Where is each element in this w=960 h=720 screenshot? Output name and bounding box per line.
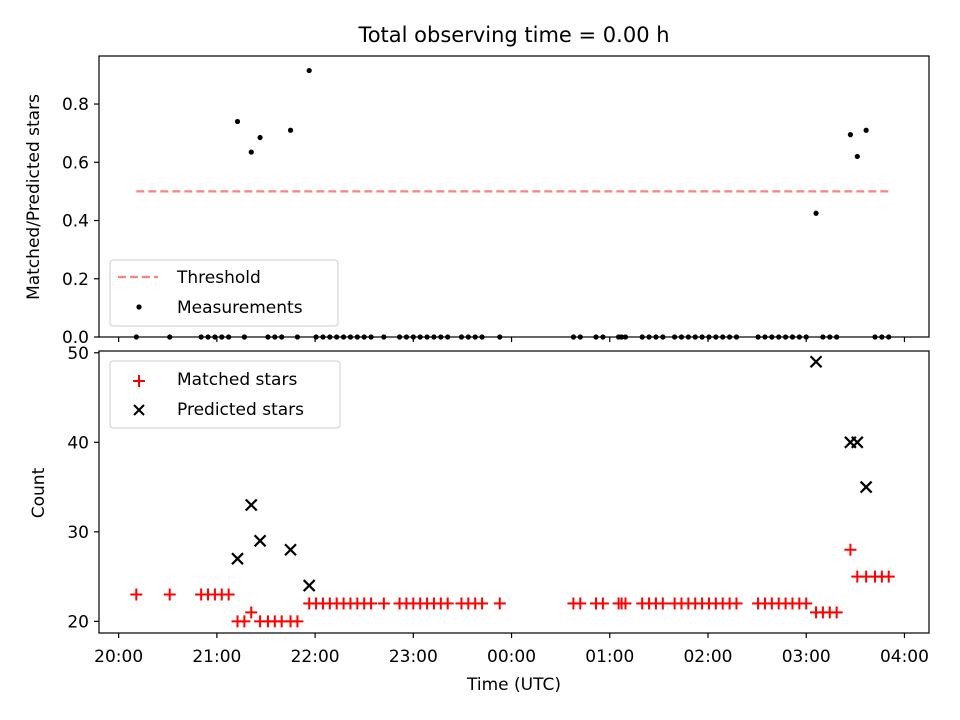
matched-star-point — [830, 606, 843, 619]
time-x-axis: 20:00 21:00 22:00 23:00 00:00 01:00 02:00 03:00… — [94, 633, 929, 667]
measurement-point — [854, 153, 860, 160]
matched-stars-legend-swatch — [133, 375, 145, 387]
measurements-legend-swatch — [136, 304, 142, 310]
measurement-point — [306, 67, 312, 74]
measurement-point — [234, 118, 241, 125]
predicted-star-point — [302, 579, 316, 592]
ratio-panel-frame — [98, 55, 930, 338]
counts-plot-area — [130, 355, 895, 628]
ratio-y-tick-label: 0.4 — [62, 212, 89, 232]
counts-y-axis: 20 30 40 50 — [67, 344, 99, 632]
time-x-axis-label: Time (UTC) — [466, 675, 561, 695]
matched-star-point — [238, 615, 251, 628]
ratio-panel: 0.00.20.40.60.8 Matched/Predicted stars … — [24, 55, 930, 348]
time-x-tick-label: 23:00 — [389, 647, 438, 667]
matched-star-point — [844, 543, 857, 556]
ratio-x-ticks — [118, 337, 906, 342]
time-x-tick-label: 02:00 — [683, 647, 732, 667]
ratio-y-tick-label: 0.8 — [62, 95, 89, 115]
matched-star-point — [222, 588, 235, 601]
matched-star-point — [476, 597, 489, 610]
counts-y-tick-label: 30 — [67, 523, 89, 543]
matched-stars-legend-label: Matched stars — [177, 370, 297, 390]
counts-y-axis-label: Count — [29, 467, 49, 518]
time-x-tick-label: 03:00 — [782, 647, 831, 667]
predicted-star-point — [253, 534, 267, 548]
time-x-tick-label: 04:00 — [880, 647, 929, 667]
matched-star-point — [130, 588, 143, 601]
measurement-point — [287, 127, 294, 133]
counts-legend-box — [109, 360, 341, 429]
time-x-tick-label: 00:00 — [487, 647, 536, 667]
matched-star-point — [574, 597, 587, 610]
matched-star-point — [656, 597, 669, 610]
matched-star-point — [245, 606, 258, 619]
matched-star-point — [882, 570, 895, 583]
measurement-point — [257, 134, 263, 141]
matched-star-point — [441, 597, 454, 610]
measurement-point — [863, 127, 869, 133]
matched-star-point — [493, 597, 506, 610]
matched-star-point — [596, 597, 609, 610]
counts-panel-frame — [98, 350, 930, 634]
matched-star-point — [800, 597, 813, 610]
predicted-star-point — [244, 498, 258, 512]
predicted-star-point — [284, 543, 297, 557]
measurement-point — [813, 210, 819, 216]
chart-title: Total observing time = 0.00 h — [357, 23, 669, 47]
counts-y-tick-label: 20 — [67, 612, 89, 632]
time-x-tick-label: 20:00 — [94, 647, 143, 667]
ratio-y-tick-label: 0.6 — [62, 153, 89, 173]
threshold-legend-label: Threshold — [176, 268, 261, 288]
ratio-legend-box — [109, 259, 339, 327]
ratio-y-tick-label: 0.0 — [62, 328, 89, 348]
ratio-y-axis: 0.0 0.2 0.4 0.6 0.8 — [62, 95, 99, 348]
ratio-y-tick-label: 0.2 — [62, 270, 89, 290]
counts-panel: 20 30 40 50 20:00 21:00 22:00 23:00 00:00 01:00 0… — [29, 344, 930, 695]
counts-y-tick-label: 40 — [67, 433, 89, 453]
predicted-stars-legend-swatch — [133, 404, 145, 416]
time-x-tick-label: 22:00 — [291, 647, 340, 667]
predicted-star-point — [809, 355, 823, 369]
matched-star-point — [163, 588, 176, 601]
predicted-star-point — [859, 480, 873, 494]
matched-star-point — [730, 597, 743, 610]
matched-star-point — [377, 597, 390, 610]
predicted-star-point — [231, 552, 244, 565]
ratio-legend: Threshold Measurements — [109, 259, 339, 327]
time-x-tick-label: 01:00 — [585, 647, 634, 667]
predicted-stars-legend-label: Predicted stars — [177, 400, 304, 420]
counts-legend: Matched stars Predicted stars — [109, 360, 341, 429]
counts-y-tick-label: 50 — [67, 344, 89, 364]
measurement-point — [248, 149, 254, 155]
measurement-point — [847, 132, 854, 138]
measurements-legend-label: Measurements — [177, 298, 303, 318]
predicted-star-point — [851, 436, 864, 449]
matched-star-point — [365, 597, 378, 610]
time-x-tick-label: 21:00 — [192, 647, 241, 667]
matched-star-point — [619, 597, 632, 610]
matched-star-point — [291, 615, 304, 628]
ratio-y-axis-label: Matched/Predicted stars — [24, 94, 44, 300]
